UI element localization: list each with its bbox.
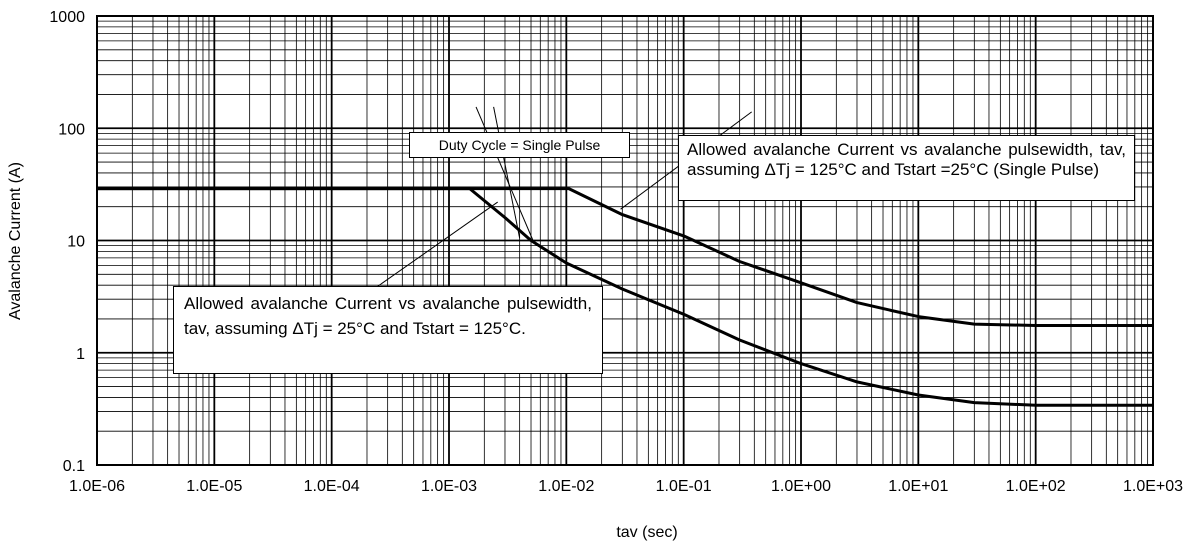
- y-tick-label: 100: [58, 121, 85, 138]
- x-tick-label: 1.0E+00: [771, 478, 831, 495]
- plot-frame: [96, 15, 1154, 466]
- y-axis-title: Avalanche Current (A): [7, 162, 24, 320]
- x-tick-label: 1.0E+01: [888, 478, 948, 495]
- annotation-leader-line: [493, 106, 521, 239]
- grid: [96, 16, 1153, 466]
- x-tick-label: 1.0E-02: [538, 478, 594, 495]
- x-tick-label: 1.0E-03: [421, 478, 477, 495]
- annotation-duty-cycle: Duty Cycle = Single Pulse: [409, 132, 630, 158]
- x-tick-label: 1.0E-01: [656, 478, 712, 495]
- x-axis-title: tav (sec): [616, 524, 677, 541]
- series-line-2: [97, 187, 1153, 407]
- y-tick-labels: 0.1 1 10 100 1000: [49, 9, 85, 475]
- x-tick-label: 1.0E-06: [69, 478, 125, 495]
- annotation-curve-125c: Allowed avalanche Current vs avalanche p…: [678, 135, 1135, 201]
- y-tick-label: 1000: [49, 9, 85, 26]
- x-tick-labels: 1.0E-06 1.0E-05 1.0E-04 1.0E-03 1.0E-02 1.0E-…: [69, 478, 1183, 495]
- annotation-curve-25c: Allowed avalanche Current vs avalanche p…: [173, 286, 603, 374]
- y-tick-label: 1: [76, 346, 85, 363]
- y-tick-label: 10: [67, 234, 85, 251]
- annotation-leader-line: [475, 106, 534, 241]
- x-tick-label: 1.0E-05: [186, 478, 242, 495]
- series-group: [97, 187, 1153, 407]
- x-tick-label: 1.0E+02: [1006, 478, 1066, 495]
- y-tick-label: 0.1: [63, 458, 85, 475]
- x-tick-label: 1.0E+03: [1123, 478, 1183, 495]
- x-tick-label: 1.0E-04: [304, 478, 360, 495]
